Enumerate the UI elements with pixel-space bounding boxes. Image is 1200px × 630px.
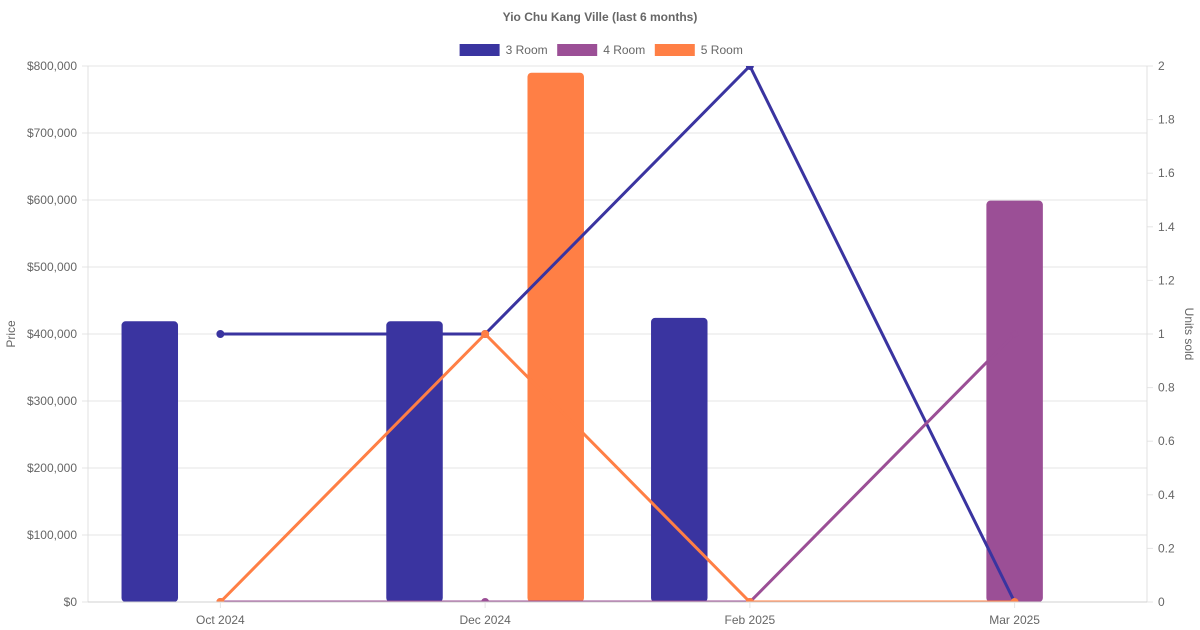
- y-right-tick-label: 0.8: [1158, 381, 1175, 395]
- x-tick-label: Dec 2024: [459, 613, 511, 627]
- axes-group: $0 $100,000 $200,000 $300,000 $400,000 $500,0…: [27, 59, 1175, 627]
- line-4-room: [218, 332, 1017, 602]
- y-left-tick-label: $500,000: [27, 260, 77, 274]
- legend-label-4-room: 4 Room: [603, 43, 645, 57]
- y-left-axis-title: Price: [4, 320, 18, 348]
- legend-swatch-4-room: [557, 44, 598, 56]
- y-right-tick-label: 1.6: [1158, 166, 1175, 180]
- legend-label-3-room: 3 Room: [506, 43, 548, 57]
- point-4-room-3[interactable]: [1010, 330, 1019, 338]
- y-right-tick-label: 1: [1158, 327, 1165, 341]
- point-3-room-0[interactable]: [216, 330, 225, 338]
- legend-item-3-room[interactable]: 3 Room: [459, 43, 548, 57]
- y-left-tick-label: $100,000: [27, 528, 77, 542]
- bar-3-room-0[interactable]: [121, 321, 179, 602]
- point-5-room-2[interactable]: [745, 598, 754, 606]
- point-5-room-3[interactable]: [1010, 598, 1019, 606]
- bar-3-room-1[interactable]: [386, 321, 443, 602]
- y-left-tick-label: $300,000: [27, 394, 77, 408]
- y-right-tick-label: 1.2: [1158, 273, 1175, 287]
- bars-group: [121, 72, 1043, 603]
- chart-title: Yio Chu Kang Ville (last 6 months): [503, 10, 698, 24]
- y-left-tick-label: $400,000: [27, 327, 77, 341]
- bar-3-room-2[interactable]: [651, 317, 708, 602]
- y-right-tick-label: 2: [1158, 59, 1165, 73]
- y-left-tick-label: $200,000: [27, 461, 77, 475]
- legend-swatch-3-room: [459, 44, 500, 56]
- x-tick-label: Feb 2025: [725, 613, 776, 627]
- legend-item-4-room[interactable]: 4 Room: [557, 43, 645, 57]
- y-left-tick-label: $800,000: [27, 59, 77, 73]
- legend-item-5-room[interactable]: 5 Room: [654, 43, 743, 57]
- y-left-tick-label: $600,000: [27, 193, 77, 207]
- y-right-tick-label: 0.2: [1158, 541, 1175, 555]
- point-5-room-1[interactable]: [481, 330, 490, 338]
- point-5-room-0[interactable]: [216, 598, 225, 606]
- line-3-room: [218, 66, 1017, 602]
- legend-swatch-5-room: [654, 44, 695, 56]
- y-left-tick-label: $0: [64, 595, 78, 609]
- y-right-axis-title: Units sold: [1182, 308, 1196, 361]
- point-3-room-2[interactable]: [745, 63, 754, 70]
- point-4-room-1[interactable]: [481, 598, 490, 606]
- bar-5-room-1[interactable]: [527, 72, 584, 602]
- bar-4-room-3[interactable]: [986, 200, 1043, 603]
- line-5-room: [218, 332, 1017, 602]
- lines-group: [216, 63, 1019, 606]
- y-right-tick-label: 0.4: [1158, 488, 1175, 502]
- legend-label-5-room: 5 Room: [701, 43, 743, 57]
- y-right-tick-label: 1.4: [1158, 220, 1175, 234]
- y-right-tick-label: 0.6: [1158, 434, 1175, 448]
- legend[interactable]: 3 Room 4 Room 5 Room: [459, 43, 743, 57]
- y-right-tick-label: 0: [1158, 595, 1165, 609]
- x-tick-label: Oct 2024: [196, 613, 245, 627]
- y-left-tick-label: $700,000: [27, 126, 77, 140]
- x-tick-label: Mar 2025: [989, 613, 1040, 627]
- y-right-tick-label: 1.8: [1158, 113, 1175, 127]
